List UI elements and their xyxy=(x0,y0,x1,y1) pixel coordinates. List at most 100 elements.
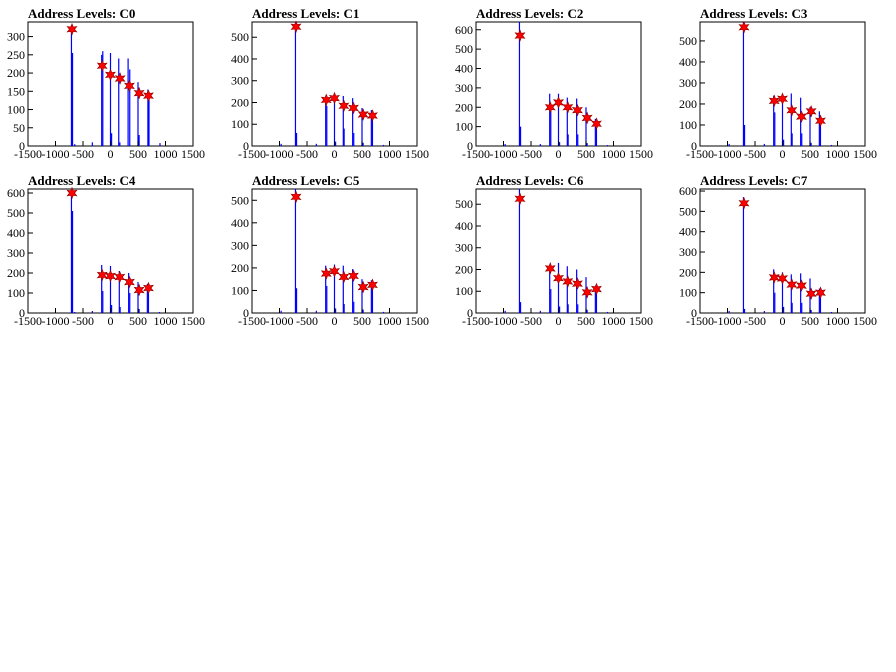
y-tick-label: 500 xyxy=(455,197,473,211)
y-tick-label: 400 xyxy=(455,62,473,76)
y-tick-label: 200 xyxy=(455,100,473,114)
peak-marker xyxy=(581,285,593,299)
x-tick-label: 1500 xyxy=(629,147,653,161)
y-tick-label: 300 xyxy=(231,238,249,252)
y-tick-label: 100 xyxy=(679,286,697,300)
peak-marker xyxy=(768,271,780,284)
y-tick-label: 100 xyxy=(231,117,249,131)
x-tick-label: 500 xyxy=(577,314,595,328)
peak-marker xyxy=(357,108,369,121)
peak-marker xyxy=(114,270,126,284)
panel-c5: Address Levels: C50100200300400500-1500-… xyxy=(231,173,429,328)
y-tick-label: 300 xyxy=(7,30,25,44)
y-tick-label: 100 xyxy=(455,284,473,298)
x-tick-label: -1500 xyxy=(238,314,266,328)
peak-marker xyxy=(104,68,117,82)
peak-marker xyxy=(367,109,378,122)
x-tick-label: 1000 xyxy=(602,147,626,161)
y-tick-label: 0 xyxy=(19,306,25,320)
y-tick-label: 600 xyxy=(7,186,25,200)
peak-marker xyxy=(328,265,341,278)
y-tick-label: 0 xyxy=(467,139,473,153)
y-tick-label: 300 xyxy=(231,74,249,88)
x-tick-label: 500 xyxy=(129,147,147,161)
peak-marker xyxy=(66,186,78,200)
x-tick-label: 0 xyxy=(108,147,114,161)
y-tick-label: 0 xyxy=(691,306,697,320)
x-tick-label: 500 xyxy=(353,147,371,161)
x-tick-label: 0 xyxy=(556,314,562,328)
y-tick-label: 400 xyxy=(679,225,697,239)
x-tick-label: 1500 xyxy=(853,314,877,328)
peak-marker xyxy=(776,92,789,105)
y-tick-label: 200 xyxy=(7,266,25,280)
peak-marker xyxy=(514,29,526,42)
peak-marker xyxy=(347,101,359,115)
x-tick-label: -500 xyxy=(744,314,766,328)
y-tick-label: 0 xyxy=(467,306,473,320)
y-tick-label: 400 xyxy=(7,226,25,240)
x-tick-label: 0 xyxy=(780,314,786,328)
x-tick-label: 1000 xyxy=(602,314,626,328)
x-tick-label: -1000 xyxy=(714,147,742,161)
y-tick-label: 300 xyxy=(679,76,697,90)
peak-marker xyxy=(544,100,556,114)
x-tick-label: -500 xyxy=(72,147,94,161)
y-tick-label: 600 xyxy=(679,184,697,198)
panel-title: Address Levels: C0 xyxy=(28,6,135,21)
panel-title: Address Levels: C7 xyxy=(700,173,808,188)
x-tick-label: 1000 xyxy=(826,314,850,328)
x-tick-label: 0 xyxy=(108,314,114,328)
peak-marker xyxy=(581,111,593,125)
y-tick-label: 100 xyxy=(679,118,697,132)
x-tick-label: 1500 xyxy=(181,147,205,161)
peak-marker xyxy=(357,280,369,294)
peak-marker xyxy=(590,282,602,296)
peak-marker xyxy=(367,278,378,292)
peak-marker xyxy=(571,103,583,117)
y-tick-label: 200 xyxy=(7,66,25,80)
x-tick-label: -500 xyxy=(520,147,542,161)
x-tick-label: 500 xyxy=(801,314,819,328)
peak-marker xyxy=(738,21,750,34)
x-tick-label: 1000 xyxy=(378,314,402,328)
panel-c7: Address Levels: C7 0 100 200 300 400 500 600 -15… xyxy=(679,173,877,328)
y-tick-label: 500 xyxy=(7,206,25,220)
x-tick-label: -1500 xyxy=(686,314,714,328)
x-tick-label: -1500 xyxy=(686,147,714,161)
panel-title: Address Levels: C6 xyxy=(476,173,584,188)
y-tick-label: 300 xyxy=(679,245,697,259)
y-tick-label: 100 xyxy=(7,286,25,300)
y-tick-label: 0 xyxy=(19,139,25,153)
x-tick-label: -1500 xyxy=(238,147,266,161)
panel-title: Address Levels: C5 xyxy=(252,173,360,188)
peak-marker xyxy=(814,114,826,128)
y-tick-label: 300 xyxy=(455,81,473,95)
y-tick-label: 600 xyxy=(455,23,473,37)
peak-marker xyxy=(571,277,583,290)
panel-title: Address Levels: C4 xyxy=(28,173,136,188)
peak-marker xyxy=(562,275,574,288)
peak-marker xyxy=(514,192,526,206)
x-tick-label: -500 xyxy=(744,147,766,161)
peak-marker xyxy=(66,23,78,36)
y-tick-label: 100 xyxy=(455,120,473,134)
y-tick-label: 200 xyxy=(231,261,249,275)
x-tick-label: -1000 xyxy=(490,147,518,161)
x-tick-label: 0 xyxy=(780,147,786,161)
x-tick-label: -1500 xyxy=(14,314,42,328)
peak-marker xyxy=(124,275,135,289)
peak-marker xyxy=(96,59,108,73)
y-tick-label: 0 xyxy=(243,139,249,153)
peak-marker xyxy=(562,100,574,114)
x-tick-label: 1500 xyxy=(629,314,653,328)
x-tick-label: -1500 xyxy=(14,147,42,161)
y-tick-label: 500 xyxy=(231,30,249,44)
panel-c1: Address Levels: C10100200300400500-1500-… xyxy=(231,6,429,161)
peak-marker xyxy=(786,103,798,117)
peak-marker xyxy=(133,283,145,297)
peak-marker xyxy=(805,104,817,118)
x-tick-label: -1000 xyxy=(266,147,294,161)
peak-marker xyxy=(738,196,750,210)
y-tick-label: 300 xyxy=(455,241,473,255)
